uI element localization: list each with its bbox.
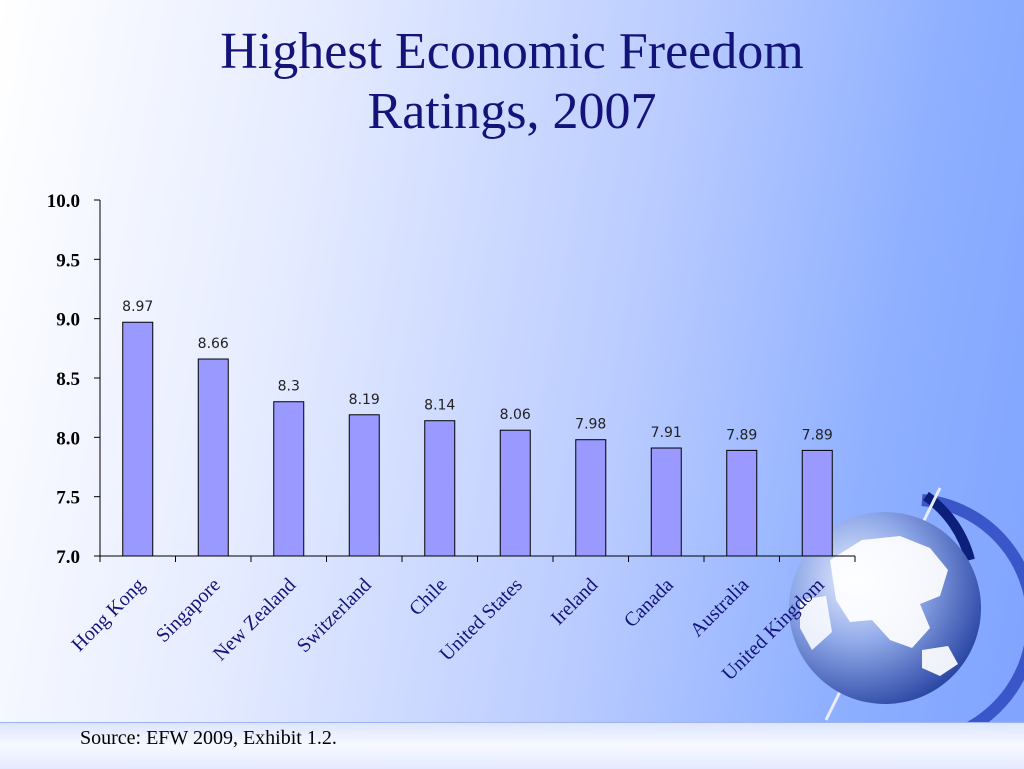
title-line-1: Highest Economic Freedom <box>220 23 804 80</box>
footer-band <box>0 722 1024 769</box>
data-label: 7.89 <box>802 427 833 443</box>
y-tick-label: 10.0 <box>47 191 80 212</box>
data-labels: 8.97 8.66 8.3 8.19 8.14 8.06 7.98 7.91 7.89 7.89 <box>122 299 833 443</box>
category-label: Ireland <box>547 574 603 630</box>
bar <box>197 358 229 557</box>
bar <box>424 420 456 557</box>
data-label: 8.14 <box>424 398 455 414</box>
data-label: 8.97 <box>122 299 153 315</box>
y-axis: 7.0 7.5 8.0 8.5 9.0 9.5 10.0 <box>47 191 101 568</box>
bar <box>726 449 758 557</box>
category-label: Hong Kong <box>67 574 149 656</box>
category-label: Australia <box>686 574 753 641</box>
bar <box>122 321 154 557</box>
globe-icon <box>789 487 1024 749</box>
y-tick-label: 9.5 <box>56 250 80 271</box>
bar <box>348 414 380 557</box>
y-tick-label: 7.5 <box>56 488 80 509</box>
bar <box>273 401 305 557</box>
y-tick-label: 8.0 <box>56 428 80 449</box>
data-label: 7.98 <box>575 417 606 433</box>
source-note: Source: EFW 2009, Exhibit 1.2. <box>80 727 337 749</box>
bars <box>122 321 833 557</box>
data-label: 8.06 <box>500 407 531 423</box>
bar <box>650 447 682 557</box>
category-label: Chile <box>405 574 451 620</box>
data-label: 8.3 <box>278 379 300 395</box>
data-label: 7.89 <box>726 427 757 443</box>
title-line-2: Ratings, 2007 <box>367 83 657 140</box>
data-label: 8.19 <box>349 392 380 408</box>
y-tick-label: 9.0 <box>56 310 80 331</box>
bar <box>575 439 607 557</box>
slide-title: Highest Economic Freedom Ratings, 2007 <box>0 22 1024 142</box>
data-label: 7.91 <box>651 425 682 441</box>
y-tick-label: 8.5 <box>56 369 80 390</box>
data-label: 8.66 <box>198 336 229 352</box>
category-label: Canada <box>620 574 678 632</box>
bar <box>801 449 833 557</box>
bar <box>499 429 531 557</box>
y-tick-label: 7.0 <box>56 547 80 568</box>
category-label: Singapore <box>152 574 225 647</box>
category-label: Switzerland <box>293 574 376 657</box>
